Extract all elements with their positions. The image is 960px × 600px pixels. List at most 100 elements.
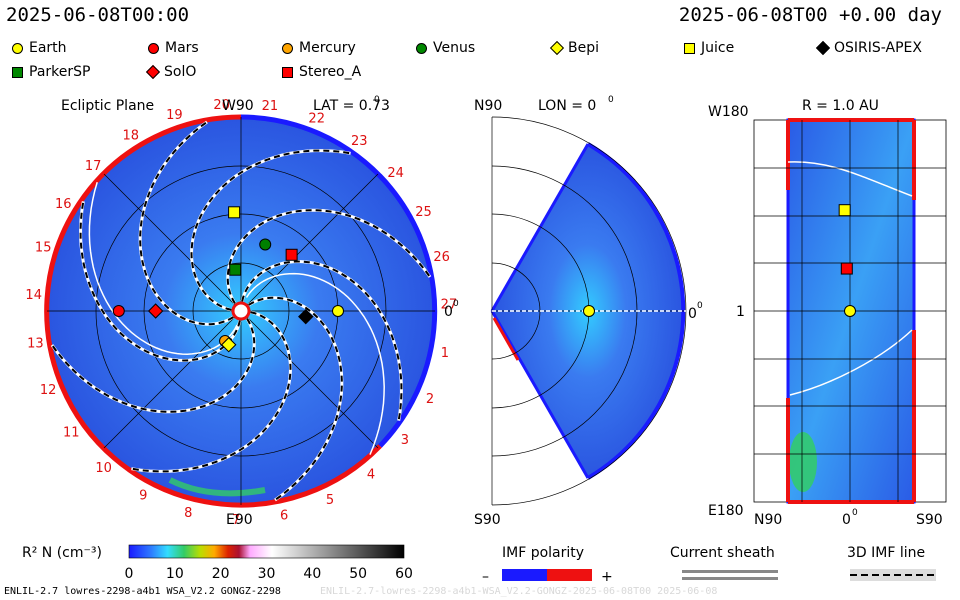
juice-marker — [838, 204, 851, 217]
colorbar-strip — [128, 544, 405, 559]
longitude-tick-label: 9 — [139, 489, 147, 504]
juice-marker — [228, 206, 241, 219]
longitude-tick-label: 12 — [40, 383, 57, 398]
juice-marker-icon — [684, 42, 695, 54]
current-sheath-line — [245, 272, 385, 455]
map-grid — [754, 120, 946, 502]
ecliptic-boundary-negative — [44, 114, 382, 508]
meridional-right-degree: 0 — [697, 301, 703, 311]
map-title: R = 1.0 AU — [802, 98, 879, 114]
parkersp-marker-icon — [12, 66, 23, 78]
legend-item: Mars — [148, 40, 199, 56]
map-xlabel-mid-degree: 0 — [852, 508, 858, 518]
map-ylabel-mid: 1 — [736, 304, 745, 320]
ecliptic-top-label: W90 — [222, 98, 254, 114]
parkersp-marker — [229, 263, 242, 276]
meridional-title: LON = 0 — [538, 98, 596, 114]
ecliptic-lat-degree: 0 — [374, 95, 380, 105]
imf-positive-swatch — [547, 569, 592, 581]
colorbar-tick-label: 60 — [395, 566, 413, 582]
ecliptic-title: Ecliptic Plane — [61, 98, 154, 114]
earth-marker — [332, 305, 344, 317]
venus-marker — [259, 238, 272, 251]
map-current-sheath-south — [789, 329, 913, 396]
meridional-top-label: N90 — [474, 98, 502, 114]
colorbar-label: R² N (cm⁻³) — [22, 545, 102, 561]
ecliptic-right-degree: 0 — [453, 299, 459, 309]
meridional-title-degree: 0 — [608, 95, 614, 105]
imf-plus-label: + — [601, 569, 613, 585]
longitude-tick-label: 5 — [326, 493, 334, 508]
imf-legend: IMF polarity – + Current sheath 3D IMF l… — [482, 545, 936, 585]
current-sheath-swatch-2 — [682, 577, 778, 580]
field-line — [190, 149, 351, 311]
field-line — [131, 311, 292, 473]
longitude-tick-label: 3 — [401, 433, 409, 448]
field-line — [139, 121, 234, 326]
longitude-tick-label: 20 — [213, 98, 230, 113]
ecliptic-bodies — [112, 206, 344, 353]
longitude-tick-label: 10 — [95, 461, 112, 476]
map-current-sheath-north — [787, 161, 913, 197]
right-timestamp: 2025-06-08T00 +0.00 day — [678, 4, 942, 26]
current-sheath-line — [88, 181, 238, 355]
meridional-negative-polarity — [492, 317, 520, 361]
field-line — [51, 318, 256, 413]
ecliptic-bottom-label: E90 — [226, 512, 253, 528]
legend-item: Mercury — [282, 40, 356, 56]
longitude-tick-label: 1 — [441, 346, 449, 361]
imf-line-title: 3D IMF line — [847, 545, 925, 561]
longitude-tick-label: 22 — [308, 111, 325, 126]
stereo-a-marker — [840, 262, 853, 275]
longitude-tick-label: 4 — [367, 467, 375, 482]
map-density-patch — [789, 432, 817, 492]
colorbar-tick-label: 50 — [349, 566, 367, 582]
footer-right: ENLIL-2.7-lowres-2298-a4b1-WSA_V2.2-GONG… — [320, 586, 718, 597]
longitude-tick-label: 7 — [232, 513, 240, 528]
venus-marker-icon — [416, 42, 427, 54]
ecliptic-density-patch — [168, 477, 266, 497]
earth-marker — [583, 305, 595, 317]
earth-marker-icon — [12, 42, 23, 54]
ecliptic-panel: Ecliptic Plane LAT = 0.73 0 123456789101… — [25, 95, 459, 528]
colorbar-tick-label: 30 — [258, 566, 276, 582]
meridional-bottom-label: S90 — [474, 512, 501, 528]
colorbar-tick-label: 10 — [166, 566, 184, 582]
ecliptic-lat-label: LAT = 0.73 — [313, 98, 390, 114]
bepi-marker — [221, 337, 237, 353]
meridional-north-edge — [490, 143, 590, 312]
longitude-tick-label: 13 — [27, 336, 44, 351]
meridional-south-edge — [490, 310, 590, 479]
colorbar-tick-label: 20 — [212, 566, 230, 582]
footer-left: ENLIL-2.7 lowres-2298-a4b1 WSA_V2.2 GONG… — [4, 586, 281, 597]
legend-item: SolO — [145, 64, 196, 80]
earth-marker — [844, 305, 856, 317]
colorbar-tick-label: 0 — [125, 566, 134, 582]
ecliptic-right-label: 0 — [444, 304, 453, 320]
meridional-bodies — [583, 305, 595, 317]
colorbar-ticks: 0 10 20 30 40 50 60 — [125, 566, 413, 582]
map-xlabel-right: S90 — [916, 512, 943, 528]
map-ylabel-top: W180 — [708, 104, 749, 120]
longitude-tick-label: 16 — [55, 197, 72, 212]
imf-line-swatch-bg — [850, 569, 936, 581]
colorbar: R² N (cm⁻³) 0 10 20 30 40 50 60 — [22, 544, 413, 582]
solo-marker — [147, 303, 164, 319]
map-xlabel-mid: 0 — [842, 512, 851, 528]
current-sheath-title: Current sheath — [670, 545, 775, 561]
longitude-tick-label: 14 — [25, 288, 42, 303]
longitude-tick-label: 8 — [184, 506, 192, 521]
imf-negative-swatch — [502, 569, 547, 581]
map-ylabel-bottom: E180 — [708, 503, 744, 519]
legend-item: Earth — [12, 40, 67, 56]
stereo-a-marker-icon — [282, 66, 293, 78]
longitude-tick-label: 2 — [426, 392, 434, 407]
colorbar-tick-label: 40 — [303, 566, 321, 582]
longitude-tick-label: 25 — [415, 205, 432, 220]
longitude-tick-label: 21 — [262, 99, 279, 114]
stereo-a-marker — [285, 248, 298, 261]
longitude-tick-label: 6 — [280, 509, 288, 524]
map-xlabel-left: N90 — [754, 512, 782, 528]
legend-item: ParkerSP — [12, 64, 90, 80]
